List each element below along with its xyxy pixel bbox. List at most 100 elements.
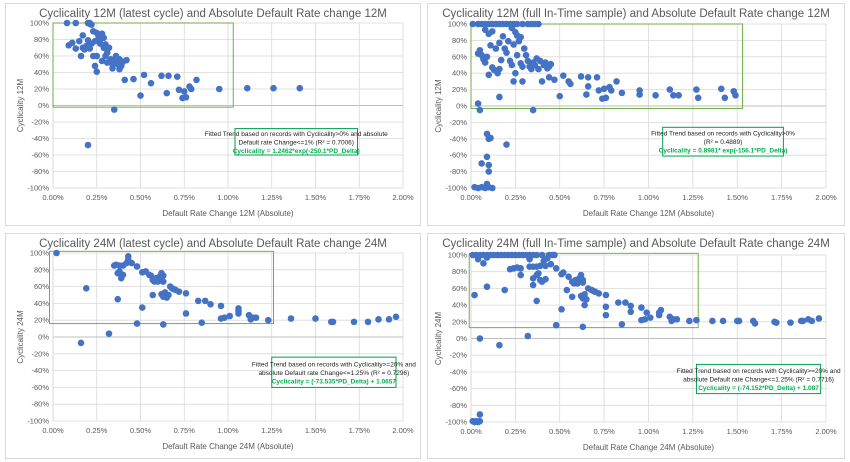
data-point xyxy=(243,84,251,92)
data-point xyxy=(563,286,571,294)
data-point xyxy=(751,320,759,327)
data-point xyxy=(163,89,171,97)
data-point xyxy=(513,20,521,28)
data-point xyxy=(489,28,496,35)
data-point xyxy=(221,314,228,321)
data-point xyxy=(544,255,551,262)
x-axis-label: Default Rate Change 24M (Absolute) xyxy=(162,442,294,451)
data-point xyxy=(496,39,503,47)
data-point xyxy=(86,19,94,27)
data-point xyxy=(535,65,542,73)
data-point xyxy=(100,34,108,42)
x-tick-label: 1.50% xyxy=(305,193,327,202)
x-tick-label: 0.25% xyxy=(86,426,108,435)
y-tick-label: -40% xyxy=(31,134,49,143)
data-point xyxy=(551,76,558,84)
x-tick-label: 0.00% xyxy=(460,193,482,202)
data-point xyxy=(252,314,260,321)
data-point xyxy=(375,316,382,323)
y-axis-label: Cyclicality 12M xyxy=(434,79,443,133)
data-point xyxy=(296,84,304,92)
data-point xyxy=(474,100,482,107)
y-tick-label: 40% xyxy=(34,68,49,77)
trend-annotation-text: (R² = 0.4889) xyxy=(704,139,742,146)
data-point xyxy=(476,411,484,418)
y-tick-label: 60% xyxy=(452,284,467,293)
data-point xyxy=(627,302,635,310)
data-point xyxy=(552,265,560,272)
y-tick-label: -100% xyxy=(27,417,49,426)
data-point xyxy=(93,68,101,75)
y-tick-label: -20% xyxy=(31,118,49,127)
data-point xyxy=(627,308,635,316)
data-point xyxy=(607,87,615,94)
fit-region-box xyxy=(470,23,744,109)
data-point xyxy=(675,92,682,99)
data-point xyxy=(583,295,590,303)
scatter-chart-24m-latest-cycle: Cyclicality 24M (latest cycle) and Absol… xyxy=(16,238,416,451)
x-tick-label: 0.50% xyxy=(130,426,152,435)
data-point xyxy=(602,311,610,319)
x-tick-label: 0.75% xyxy=(174,426,196,435)
data-point xyxy=(350,318,358,326)
data-point xyxy=(558,305,565,313)
data-point xyxy=(694,94,702,102)
data-point xyxy=(517,265,524,272)
data-point xyxy=(159,278,167,285)
data-point xyxy=(149,291,157,299)
y-tick-label: -80% xyxy=(31,167,49,176)
x-tick-label: 1.25% xyxy=(682,193,704,202)
data-point xyxy=(487,134,494,142)
trend-equation: Cyclicality = (-73.535*PD_Delta) + 1.065… xyxy=(272,378,397,385)
data-point xyxy=(547,260,555,268)
data-point xyxy=(86,45,94,52)
x-tick-label: 0.75% xyxy=(593,427,615,436)
chart-panel-12m-latest-cycle: Cyclicality 12M (latest cycle) and Absol… xyxy=(5,3,421,226)
x-tick-label: 1.00% xyxy=(638,193,660,202)
data-point xyxy=(504,37,512,45)
y-tick-label: 40% xyxy=(452,69,467,78)
data-point xyxy=(693,86,700,93)
x-tick-label: 1.00% xyxy=(638,427,660,436)
data-point xyxy=(201,297,209,305)
data-point xyxy=(103,49,111,56)
y-tick-label: -80% xyxy=(449,167,467,176)
data-point xyxy=(542,262,549,270)
data-point xyxy=(187,85,195,93)
x-tick-label: 0.25% xyxy=(86,193,108,202)
data-point xyxy=(159,272,167,279)
data-point xyxy=(732,92,739,99)
data-point xyxy=(110,106,118,113)
data-point xyxy=(721,94,729,102)
data-point xyxy=(641,315,649,323)
data-point xyxy=(119,271,127,279)
x-tick-label: 1.50% xyxy=(727,193,749,202)
data-point xyxy=(182,310,190,317)
x-tick-label: 2.00% xyxy=(392,193,414,202)
data-point xyxy=(579,279,587,286)
x-tick-label: 0.25% xyxy=(505,427,527,436)
data-point xyxy=(560,269,567,276)
data-point xyxy=(385,316,393,323)
data-point xyxy=(583,91,590,98)
trend-annotation-text: absolute Default rate Change<=1.25% (R² … xyxy=(258,370,409,377)
data-point xyxy=(517,271,524,279)
x-tick-label: 2.00% xyxy=(815,427,837,436)
chart-title: Cyclicality 24M (latest cycle) and Absol… xyxy=(39,238,387,250)
trend-equation: Cyclicality = 0.8981* exp(-156.1*PD_Delt… xyxy=(659,148,788,155)
data-point xyxy=(560,72,567,79)
trend-annotation-text: Fitted Trend based on records with Cycli… xyxy=(252,361,416,368)
data-point xyxy=(577,271,585,279)
trend-annotation-text: Fitted Trend based on records with Cycli… xyxy=(205,131,388,138)
data-point xyxy=(476,335,484,342)
data-point xyxy=(121,76,129,84)
y-tick-label: 40% xyxy=(34,299,49,308)
data-point xyxy=(508,61,516,69)
data-point xyxy=(72,19,80,27)
data-point xyxy=(533,251,540,259)
data-point xyxy=(481,59,489,66)
data-point xyxy=(217,302,225,310)
trend-annotation-text: Fitted Trend based on records with Cycli… xyxy=(677,368,841,375)
data-point xyxy=(551,251,558,259)
data-points xyxy=(469,20,739,192)
